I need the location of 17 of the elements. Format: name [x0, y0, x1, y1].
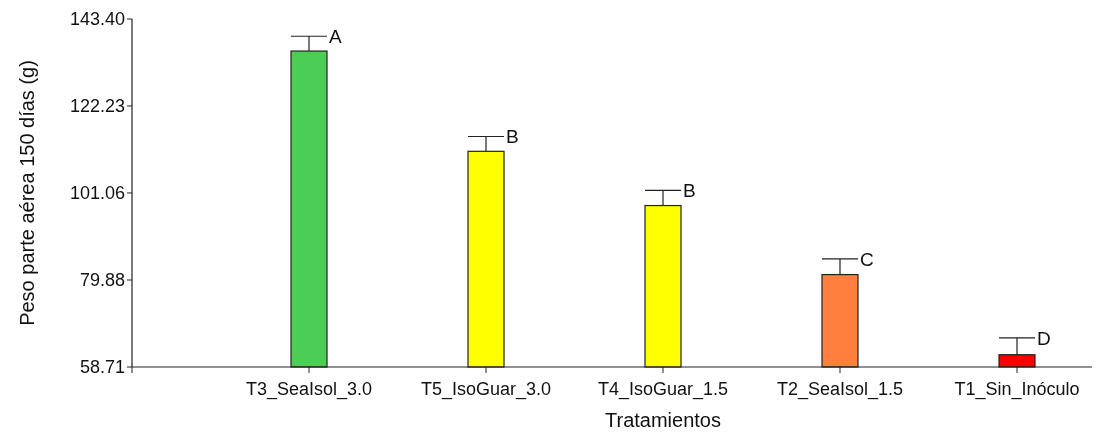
annotation: C: [860, 248, 874, 270]
x-tick-label: T4_IsoGuar_1.5: [597, 379, 729, 400]
annotation: A: [329, 25, 342, 47]
annotation: B: [683, 180, 696, 201]
y-tick-label: 143.40: [69, 9, 125, 30]
x-tick-label: T1_Sin_Inóculo: [954, 379, 1080, 400]
annotation: B: [506, 126, 519, 148]
y-tick-label: 101.06: [69, 183, 125, 204]
annotation: D: [1037, 327, 1051, 349]
x-axis-title: Tratamientos: [605, 409, 721, 431]
y-tick-label: 58.71: [79, 357, 125, 378]
x-tick-label: T5_IsoGuar_3.0: [420, 379, 552, 400]
y-tick-label: 79.88: [79, 270, 125, 291]
x-tick-label: T3_SeaIsol_3.0: [245, 379, 373, 400]
y-axis-title: Peso parte aérea 150 días (g): [16, 60, 38, 326]
y-tick-label: 122.23: [69, 96, 125, 117]
x-tick-label: T2_SeaIsol_1.5: [776, 379, 904, 400]
